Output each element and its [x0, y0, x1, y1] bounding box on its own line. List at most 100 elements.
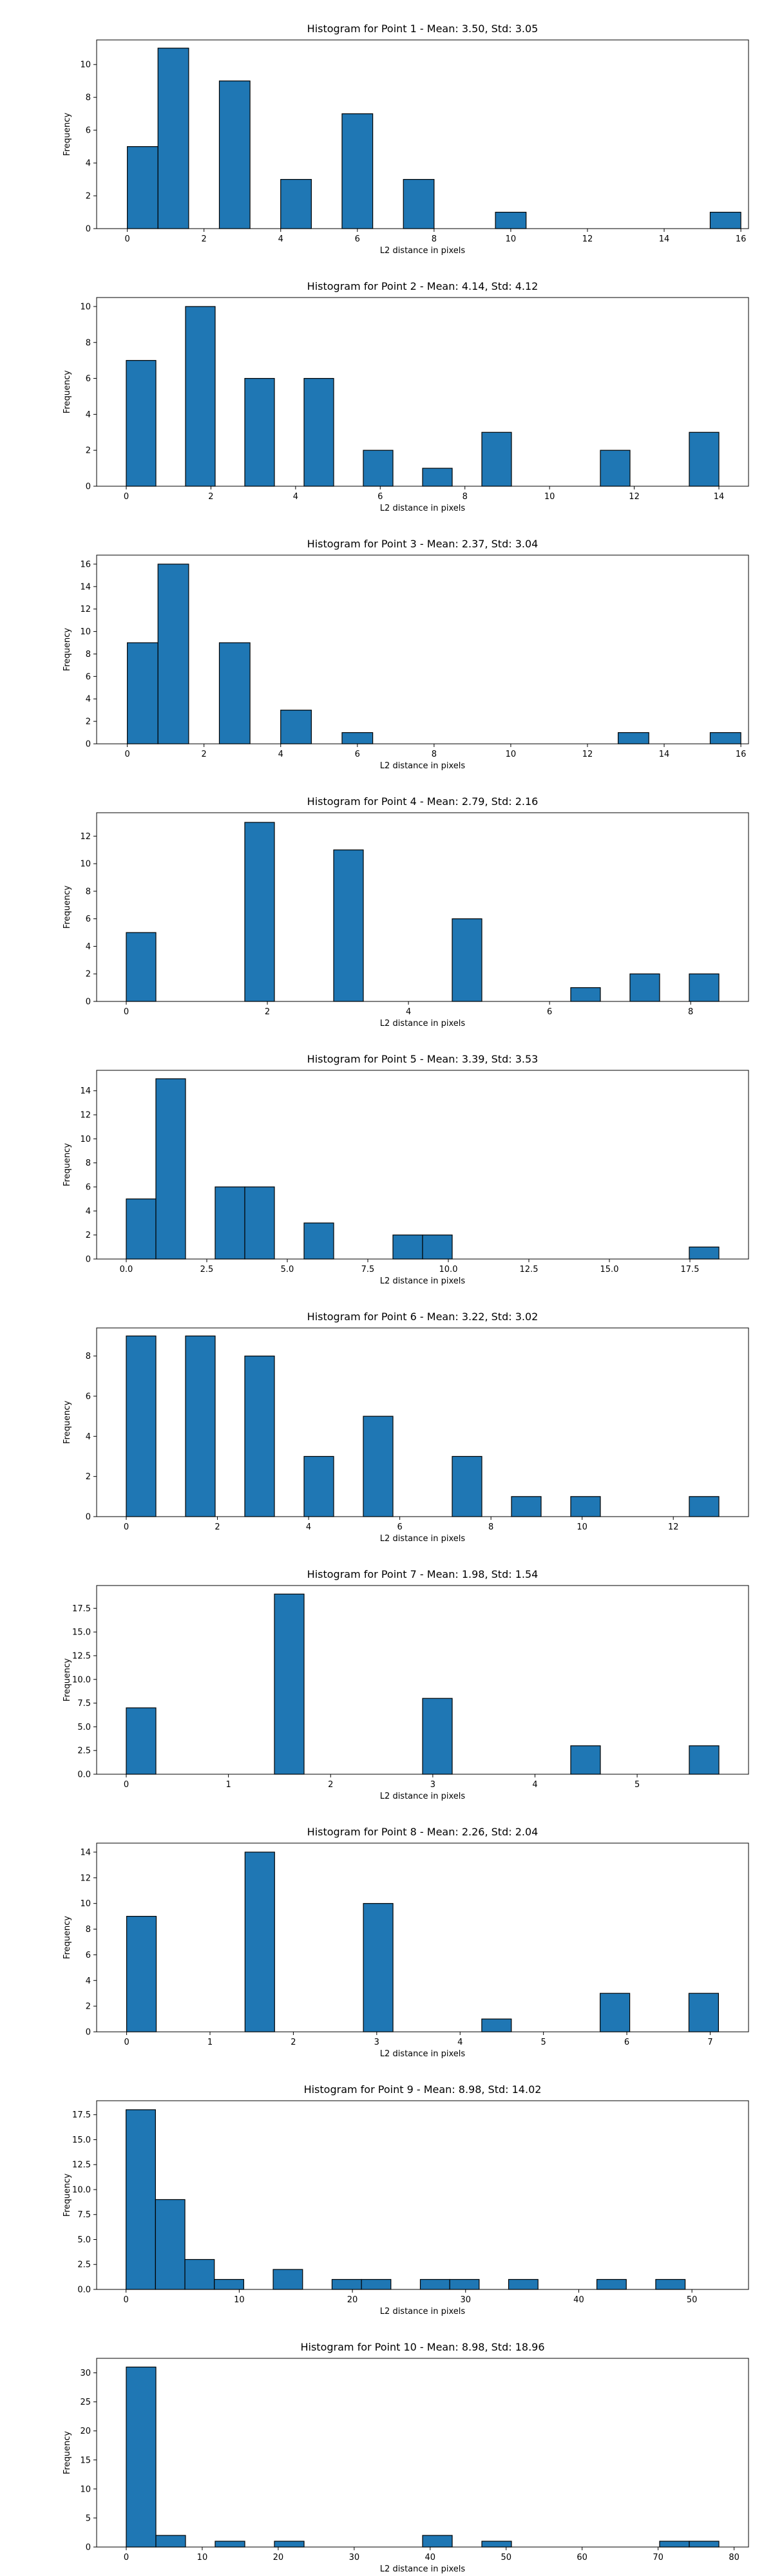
axes-frame — [96, 1327, 749, 1517]
histogram-bar — [570, 987, 601, 1002]
y-tick-label: 2 — [86, 446, 91, 456]
y-tick-label: 4 — [86, 1432, 91, 1442]
x-tick-label: 8 — [688, 1007, 693, 1017]
x-tick-label: 6 — [624, 2038, 629, 2047]
x-tick-label: 2 — [265, 1007, 270, 1017]
histogram-bar — [331, 2278, 362, 2290]
histogram-bar — [272, 2269, 303, 2290]
histogram-bar — [709, 732, 741, 744]
histogram-bar — [184, 2259, 215, 2290]
x-axis-label: L2 distance in pixels — [380, 1276, 466, 1286]
histogram-bar — [274, 1593, 305, 1775]
histogram-bar — [244, 1852, 275, 2032]
histogram-bar — [333, 849, 364, 1002]
y-tick-label: 6 — [86, 1183, 91, 1193]
chart-panel-6: Histogram for Point 6 - Mean: 3.22, Std:… — [62, 1311, 749, 1544]
x-tick-label: 0.0 — [120, 1265, 133, 1274]
chart-title: Histogram for Point 2 - Mean: 4.14, Std:… — [307, 280, 539, 292]
y-axis-label: Frequency — [62, 1143, 72, 1186]
histogram-bar — [689, 973, 720, 1002]
x-tick-label: 12 — [629, 492, 640, 502]
x-tick-label: 2.5 — [200, 1265, 214, 1274]
y-tick-label: 4 — [86, 695, 91, 705]
y-tick-label: 0.0 — [77, 1770, 91, 1780]
histogram-bar — [157, 564, 189, 744]
y-tick-label: 20 — [80, 2427, 91, 2436]
y-tick-label: 8 — [86, 93, 91, 103]
x-tick-label: 3 — [374, 2038, 379, 2047]
x-tick-label: 17.5 — [681, 1265, 700, 1274]
y-axis-label: Frequency — [62, 370, 72, 413]
y-axis-label: Frequency — [62, 886, 72, 929]
y-tick-label: 4 — [86, 942, 91, 952]
histogram-bar — [449, 2278, 480, 2290]
x-tick-label: 1 — [225, 1780, 231, 1790]
chart-title: Histogram for Point 8 - Mean: 2.26, Std:… — [307, 1826, 539, 1838]
histogram-bar — [617, 732, 649, 744]
histogram-bar — [403, 178, 435, 229]
y-tick-label: 12.5 — [72, 1651, 91, 1661]
y-tick-label: 4 — [86, 1976, 91, 1986]
histogram-bar — [422, 2535, 453, 2548]
histogram-bar — [422, 1235, 453, 1260]
y-tick-label: 10 — [80, 1135, 91, 1144]
y-tick-label: 2 — [86, 1231, 91, 1240]
y-tick-label: 15.0 — [72, 2136, 91, 2145]
histogram-bar — [185, 1335, 216, 1517]
x-tick-label: 40 — [573, 2295, 584, 2305]
y-tick-label: 10.0 — [72, 1675, 91, 1685]
histogram-bar — [341, 732, 374, 744]
y-tick-label: 0.0 — [77, 2286, 91, 2295]
y-tick-label: 0 — [86, 482, 91, 492]
y-tick-label: 6 — [86, 672, 91, 682]
x-axis-label: L2 distance in pixels — [380, 2564, 466, 2574]
histogram-bar — [596, 2278, 627, 2290]
x-axis-label: L2 distance in pixels — [380, 1019, 466, 1028]
y-tick-label: 16 — [80, 560, 91, 569]
chart-title: Histogram for Point 9 - Mean: 8.98, Std:… — [304, 2083, 542, 2096]
histogram-bar — [218, 642, 251, 744]
x-tick-label: 10 — [577, 1522, 587, 1532]
histogram-bar — [481, 2541, 512, 2548]
y-tick-label: 2 — [86, 717, 91, 727]
x-axis-label: L2 distance in pixels — [380, 1792, 466, 1801]
histogram-bar — [709, 211, 741, 229]
y-tick-label: 7.5 — [77, 1699, 91, 1709]
histogram-bar — [392, 1235, 423, 1260]
histogram-bar — [363, 1903, 394, 2032]
x-tick-label: 5 — [635, 1780, 640, 1790]
x-tick-label: 4 — [306, 1522, 311, 1532]
histogram-bar — [363, 1416, 394, 1517]
histogram-bar — [157, 48, 189, 229]
y-tick-label: 2.5 — [77, 1747, 91, 1756]
y-tick-label: 0 — [86, 740, 91, 750]
y-tick-label: 4 — [86, 159, 91, 169]
histogram-bar — [274, 2541, 305, 2548]
histogram-bar — [303, 1455, 334, 1517]
histogram-bar — [214, 2278, 245, 2290]
histogram-bar — [126, 932, 157, 1002]
x-tick-label: 80 — [729, 2553, 740, 2562]
x-tick-label: 2 — [328, 1780, 333, 1790]
x-axis-label: L2 distance in pixels — [380, 2307, 466, 2316]
x-tick-label: 5 — [541, 2038, 546, 2047]
chart-panel-10: Histogram for Point 10 - Mean: 8.98, Std… — [62, 2341, 749, 2574]
x-tick-label: 50 — [501, 2553, 511, 2562]
histogram-bar — [155, 2199, 186, 2290]
y-tick-label: 10 — [80, 302, 91, 312]
x-tick-label: 10 — [506, 750, 517, 759]
x-tick-label: 10 — [234, 2295, 245, 2305]
x-tick-label: 0 — [124, 2038, 129, 2047]
histogram-bar — [244, 377, 275, 487]
histogram-bar — [155, 2535, 186, 2548]
y-axis-label: Frequency — [62, 1401, 72, 1444]
y-tick-label: 0 — [86, 1513, 91, 1522]
chart-panel-2: Histogram for Point 2 - Mean: 4.14, Std:… — [62, 280, 749, 513]
chart-panel-1: Histogram for Point 1 - Mean: 3.50, Std:… — [62, 23, 749, 256]
axes-frame — [96, 812, 749, 1002]
y-tick-label: 10 — [80, 1899, 91, 1909]
chart-title: Histogram for Point 10 - Mean: 8.98, Std… — [300, 2341, 544, 2353]
histogram-bar — [570, 1745, 601, 1775]
y-tick-label: 12 — [80, 1873, 91, 1883]
